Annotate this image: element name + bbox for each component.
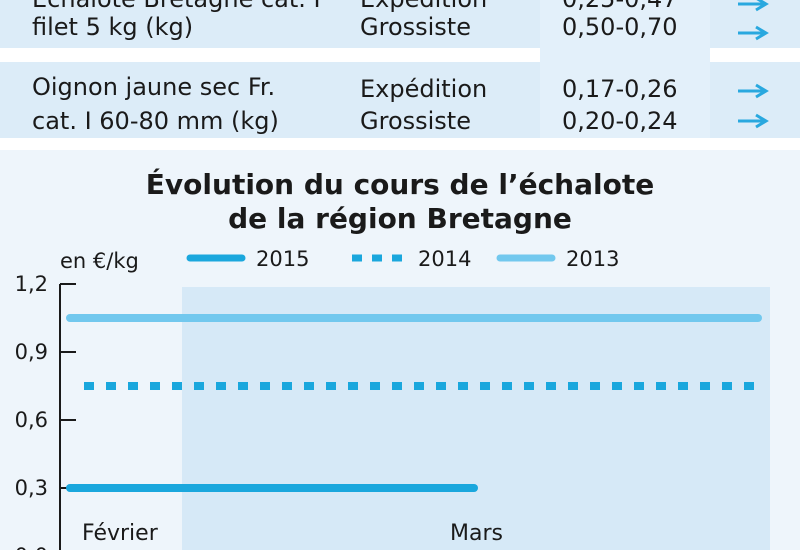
price-range: 0,17-0,26 bbox=[562, 75, 678, 103]
product-name-line: Échalote Bretagne cat. I bbox=[32, 0, 321, 14]
y-tick-label: 1,2 bbox=[15, 272, 48, 296]
chart-title-line: de la région Bretagne bbox=[228, 202, 572, 235]
line-chart: en €/kg 2015 2014 2013 0,0 0,3 0,6 0,9 1,2 Fév… bbox=[15, 247, 770, 550]
y-axis: 0,0 0,3 0,6 0,9 1,2 bbox=[15, 272, 76, 550]
arrow-right-icon bbox=[738, 0, 769, 12]
price-range: 0,50-0,70 bbox=[562, 13, 678, 41]
y-tick-label: 0,9 bbox=[15, 340, 48, 364]
price-column-bg bbox=[540, 0, 710, 138]
price-range: 0,20-0,24 bbox=[562, 107, 678, 135]
product-name-line: cat. I 60-80 mm (kg) bbox=[32, 107, 279, 135]
arrow-right-icon bbox=[738, 83, 769, 99]
chart-title-line: Évolution du cours de l’échalote bbox=[145, 168, 655, 201]
y-tick-label: 0,0 bbox=[15, 544, 48, 550]
legend: 2015 2014 2013 bbox=[186, 247, 619, 271]
x-category-label: Mars bbox=[450, 521, 503, 546]
x-axis-labels: Février Mars bbox=[82, 521, 503, 546]
product-name-line: filet 5 kg (kg) bbox=[32, 13, 194, 41]
stage-label: Grossiste bbox=[360, 13, 471, 41]
stage-label: Expédition bbox=[360, 0, 487, 14]
price-range: 0,25-0,47 bbox=[562, 0, 678, 14]
arrow-right-icon bbox=[738, 113, 769, 129]
stage-label: Expédition bbox=[360, 75, 488, 103]
series-group bbox=[66, 314, 762, 492]
legend-label: 2015 bbox=[256, 247, 309, 271]
product-name-line: Oignon jaune sec Fr. bbox=[32, 73, 276, 101]
chart-plot-shade bbox=[182, 287, 770, 550]
stage-label: Grossiste bbox=[360, 107, 471, 135]
x-category-label: Février bbox=[82, 521, 159, 546]
legend-label: 2013 bbox=[566, 247, 619, 271]
arrow-right-icon bbox=[738, 25, 769, 41]
legend-label: 2014 bbox=[418, 247, 471, 271]
y-tick-label: 0,6 bbox=[15, 408, 48, 432]
y-tick-label: 0,3 bbox=[15, 476, 48, 500]
y-axis-unit-label: en €/kg bbox=[60, 249, 139, 273]
